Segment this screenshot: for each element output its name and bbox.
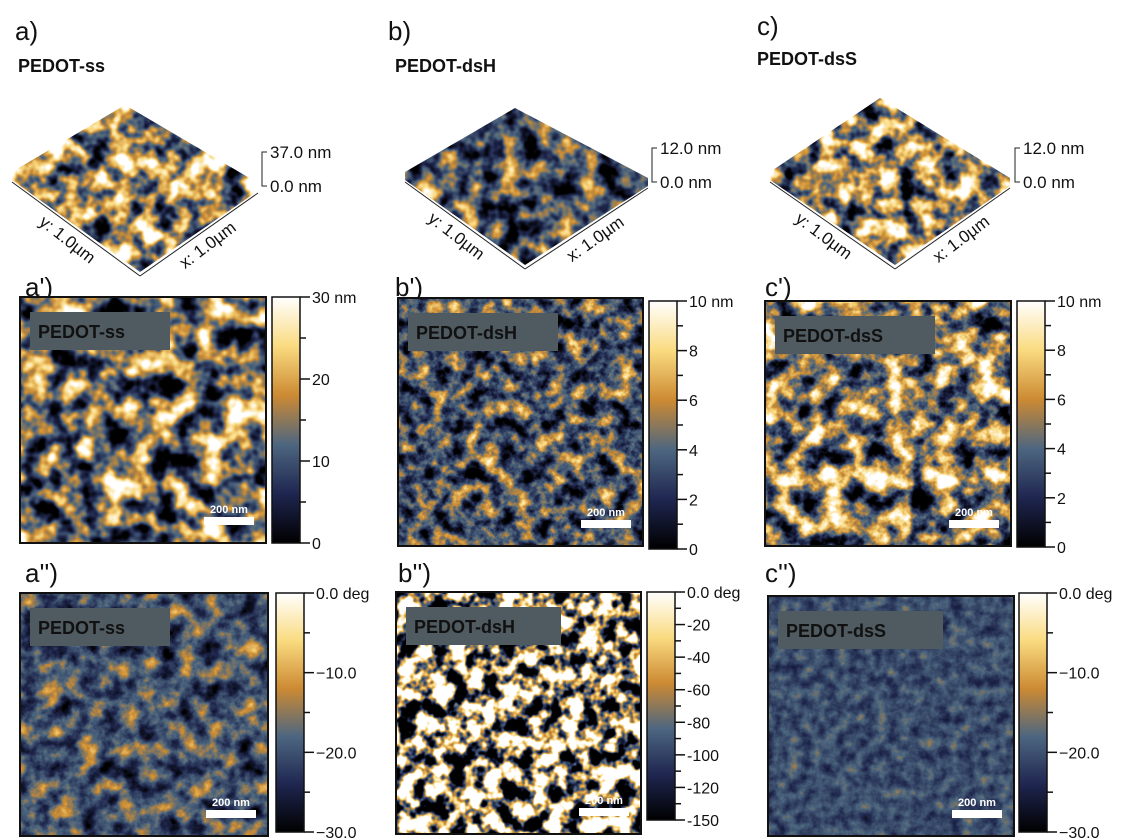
figure: a)PEDOT-ss37.0 nm0.0 nmy: 1.0µmx: 1.0µmb… <box>0 0 1129 839</box>
z-min-label: 0.0 nm <box>270 177 322 196</box>
colorbar <box>1017 301 1045 547</box>
colorbar-label: 0 <box>1057 540 1066 557</box>
z-scale <box>652 148 657 182</box>
surface-3d <box>405 108 648 265</box>
z-max-label: 37.0 nm <box>270 143 331 162</box>
scale-bar-label: 200 nm <box>955 507 993 519</box>
image-title: PEDOT-dsH <box>414 617 515 637</box>
scale-bar-label: 200 nm <box>958 797 996 809</box>
panel-label: c'') <box>765 558 797 588</box>
panel-label: b'') <box>398 558 431 588</box>
z-scale <box>262 152 267 186</box>
colorbar-label: 20 <box>312 372 330 389</box>
surface-3d <box>12 105 258 272</box>
image-title: PEDOT-dsS <box>786 621 886 641</box>
colorbar-label: 10 <box>312 454 330 471</box>
panel-label: c) <box>757 11 779 41</box>
colorbar-label: −30.0 <box>1059 825 1100 839</box>
scale-bar-label: 200 nm <box>210 504 248 516</box>
colorbar-label: 2 <box>689 492 698 509</box>
colorbar-label: 0.0 deg <box>687 585 740 602</box>
colorbar-label: 0.0 deg <box>1059 586 1112 603</box>
colorbar-label: 6 <box>1057 392 1066 409</box>
colorbar-label: −20.0 <box>1059 745 1100 762</box>
scale-bar <box>579 808 629 816</box>
colorbar <box>272 297 300 543</box>
panel-label: a) <box>15 16 38 46</box>
image-title: PEDOT-ss <box>38 618 125 638</box>
colorbar-label: 4 <box>1057 442 1066 459</box>
colorbar-label: -120 <box>687 780 719 797</box>
image-title: PEDOT-dsS <box>783 326 883 346</box>
colorbar-label: -150 <box>687 813 719 830</box>
scale-bar-label: 200 nm <box>587 507 625 519</box>
panel-title: PEDOT-dsS <box>757 49 857 69</box>
colorbar-label: −10.0 <box>316 666 357 683</box>
scale-bar-label: 200 nm <box>212 797 250 809</box>
colorbar-label: −10.0 <box>1059 666 1100 683</box>
colorbar-label: -100 <box>687 748 719 765</box>
z-min-label: 0.0 nm <box>660 173 712 192</box>
panel-label: b) <box>388 16 411 46</box>
colorbar-label: 8 <box>1057 343 1066 360</box>
colorbar-label: 6 <box>689 393 698 410</box>
colorbar-label: 0 <box>312 536 321 553</box>
z-min-label: 0.0 nm <box>1023 173 1075 192</box>
panel-title: PEDOT-dsH <box>395 56 496 76</box>
z-scale <box>1015 148 1020 182</box>
colorbar-label: -40 <box>687 650 710 667</box>
scale-bar <box>204 517 254 525</box>
colorbar-label: −20.0 <box>316 745 357 762</box>
z-max-label: 12.0 nm <box>1023 139 1084 158</box>
colorbar-label: -80 <box>687 715 710 732</box>
colorbar <box>276 593 304 832</box>
image-title: PEDOT-ss <box>38 322 125 342</box>
colorbar-label: 4 <box>689 443 698 460</box>
colorbar-label: 30 nm <box>312 290 356 307</box>
scale-bar <box>952 810 1002 818</box>
colorbar-label: 8 <box>689 344 698 361</box>
colorbar-label: 10 nm <box>689 294 733 311</box>
colorbar <box>649 301 677 549</box>
panel-title: PEDOT-ss <box>18 56 105 76</box>
colorbar-label: 2 <box>1057 491 1066 508</box>
colorbar-label: 10 nm <box>1057 294 1101 311</box>
colorbar-label: 0 <box>689 542 698 559</box>
colorbar-label: −30.0 <box>316 825 357 839</box>
scale-bar-label: 200 nm <box>585 795 623 807</box>
colorbar-label: -20 <box>687 618 710 635</box>
scale-bar <box>206 810 256 818</box>
scale-bar <box>581 520 631 528</box>
colorbar <box>1019 593 1047 832</box>
colorbar <box>647 592 675 820</box>
panel-label: a'') <box>25 558 58 588</box>
colorbar-label: -60 <box>687 683 710 700</box>
image-title: PEDOT-dsH <box>416 323 517 343</box>
panel-label: c') <box>765 272 792 302</box>
colorbar-label: 0.0 deg <box>316 586 369 603</box>
scale-bar <box>949 520 999 528</box>
z-max-label: 12.0 nm <box>660 139 721 158</box>
